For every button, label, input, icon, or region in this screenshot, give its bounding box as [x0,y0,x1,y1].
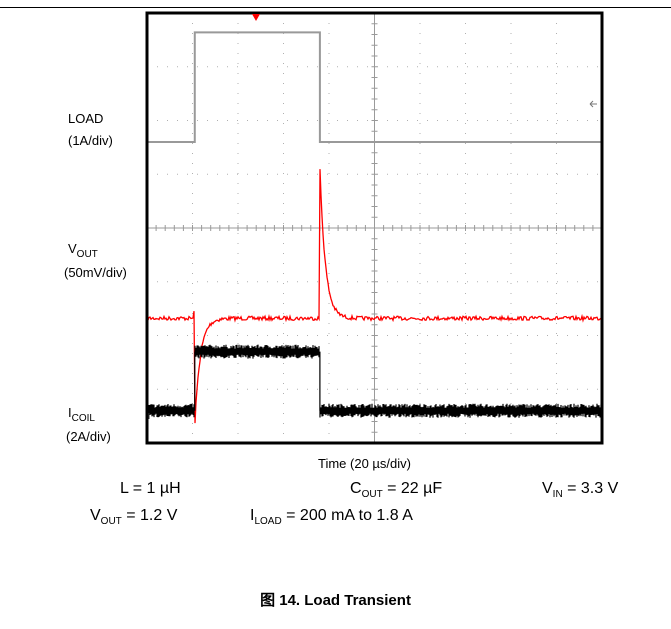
vin-value: = 3.3 V [562,480,619,497]
cout-value: = 22 µF [382,480,443,497]
load-channel-name: LOAD [68,111,104,126]
load-channel-scale: (1A/div) [68,133,113,148]
oscilloscope-plot [145,11,604,445]
vout-param-name: V [90,507,101,524]
plot-frame [145,11,604,445]
icoil-channel-scale: (2A/div) [66,429,111,444]
load-trace [147,31,602,143]
param-output-voltage: VOUT = 1.2 V [90,507,177,527]
cout-subscript: OUT [361,489,383,500]
vout-channel-name: VOUT [68,241,98,260]
vin-subscript: IN [552,489,563,500]
param-input-voltage: VIN = 3.3 V [542,480,618,500]
param-inductance: L = 1 µH [120,480,181,497]
iload-value: = 200 mA to 1.8 A [281,507,413,524]
vout-param-value: = 1.2 V [121,507,178,524]
x-axis-label: Time (20 µs/div) [318,456,411,471]
cout-name: C [350,480,362,497]
vout-trace [146,169,603,424]
reference-marker [589,100,597,108]
icoil-name: I [68,405,72,420]
plot-grid [146,12,603,444]
param-output-capacitance: COUT = 22 µF [350,480,442,500]
vout-subscript: OUT [76,249,98,260]
vout-param-subscript: OUT [100,516,122,527]
iload-name: I [250,507,255,524]
vout-channel-scale: (50mV/div) [64,265,127,280]
icoil-channel-name: ICOIL [68,405,95,424]
vin-name: V [542,480,553,497]
vout-name: V [68,241,77,256]
iload-subscript: LOAD [254,516,282,527]
top-rule [0,7,671,8]
param-load-current: ILOAD = 200 mA to 1.8 A [250,507,413,527]
icoil-subscript: COIL [71,413,95,424]
trigger-marker [252,14,260,21]
figure-caption: 图 14. Load Transient [260,592,411,609]
